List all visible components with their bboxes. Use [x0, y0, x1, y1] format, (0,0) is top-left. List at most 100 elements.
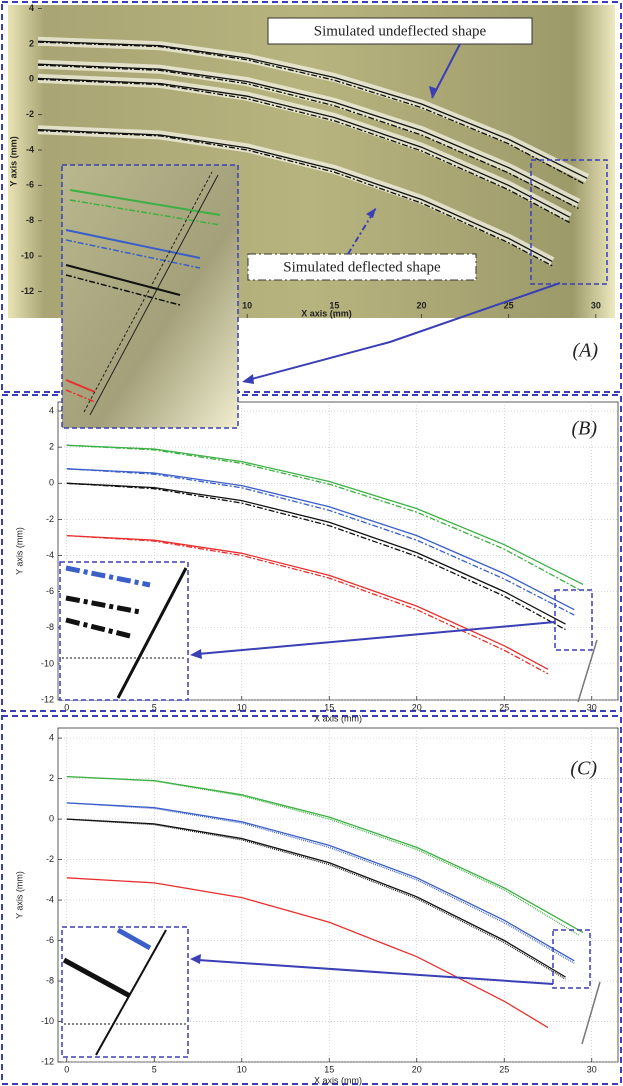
series-line — [66, 802, 575, 962]
x-tick-label: 30 — [587, 1064, 597, 1074]
y-tick-label: -10 — [41, 658, 54, 668]
panel-frame — [1, 715, 622, 1085]
inset-edge — [95, 929, 167, 1056]
y-tick-label: 0 — [49, 478, 54, 488]
inset-edge — [89, 174, 219, 416]
y-tick-label: 2 — [29, 38, 34, 48]
x-tick-label: 15 — [324, 702, 334, 712]
y-tick-label: -10 — [41, 1016, 54, 1026]
inset-trace — [65, 389, 96, 403]
panel-frame — [1, 394, 622, 712]
y-tick-label: 0 — [49, 813, 54, 823]
zoom-box — [552, 929, 591, 989]
y-tick-label: 4 — [49, 405, 54, 415]
series-line — [66, 444, 584, 585]
y-tick-label: -2 — [46, 854, 54, 864]
y-tick-label: -4 — [26, 144, 34, 154]
series-line — [37, 40, 588, 179]
y-tick-label: 2 — [49, 442, 54, 452]
inset-trace — [69, 189, 221, 216]
x-tick-label: 25 — [499, 702, 509, 712]
x-tick-label: 30 — [587, 702, 597, 712]
y-tick-label: 0 — [29, 74, 34, 84]
y-tick-label: -4 — [46, 894, 54, 904]
series-line — [66, 818, 566, 978]
inset-edge — [116, 567, 188, 699]
arrow-head — [190, 649, 202, 659]
annotation-box — [247, 253, 477, 281]
y-tick-label: -2 — [26, 109, 34, 119]
annotation: Simulated deflected shape — [283, 259, 441, 275]
x-axis-label: X axis (mm) — [314, 1075, 362, 1085]
inset-trace — [65, 274, 181, 306]
annotation-box — [267, 17, 533, 45]
x-tick-label: 30 — [591, 300, 601, 310]
y-tick-label: 4 — [29, 3, 34, 13]
inset-trace — [65, 595, 141, 615]
y-tick-label: -6 — [46, 935, 54, 945]
inset-trace — [116, 927, 152, 951]
y-axis-label: Y axis (mm) — [8, 136, 18, 186]
series-line — [66, 775, 584, 933]
inset-trace — [65, 264, 181, 296]
y-axis-label: Y axis (mm) — [14, 527, 24, 575]
x-tick-label: 20 — [412, 1064, 422, 1074]
y-tick-label: -6 — [46, 586, 54, 596]
x-tick-label: 15 — [324, 1064, 334, 1074]
zoom-box — [530, 159, 608, 285]
x-tick-label: 25 — [504, 300, 514, 310]
arrow-head — [366, 208, 376, 218]
series-line — [66, 468, 575, 611]
y-tick-label: -10 — [21, 250, 34, 260]
y-tick-label: -8 — [46, 975, 54, 985]
series-line — [37, 63, 579, 204]
series-line — [37, 64, 579, 209]
arrow-head — [242, 374, 254, 384]
y-tick-label: -4 — [46, 550, 54, 560]
series-line — [37, 129, 553, 267]
inset-trace — [65, 229, 201, 259]
y-tick-label: -12 — [41, 1056, 54, 1066]
arrow-head — [190, 954, 201, 964]
y-tick-label: -8 — [26, 215, 34, 225]
x-axis-label: X axis (mm) — [314, 713, 362, 723]
series-line — [66, 534, 549, 675]
x-tick-label: 5 — [152, 702, 157, 712]
series-line — [66, 775, 580, 937]
series-line — [66, 534, 549, 670]
series-line — [37, 78, 571, 224]
zoom-arrow — [247, 282, 561, 381]
panel-label: (A) — [572, 340, 598, 362]
y-axis-label: Y axis (mm) — [14, 871, 24, 919]
inset-trace — [65, 565, 151, 588]
x-tick-label: 0 — [64, 702, 69, 712]
inset-trace — [69, 199, 221, 226]
annotation: Simulated undeflected shape — [314, 23, 487, 39]
y-tick-label: -8 — [46, 622, 54, 632]
series-line — [66, 877, 549, 1029]
inset-trace — [62, 957, 132, 999]
inset-trace — [65, 379, 96, 393]
clamp-edge — [577, 639, 598, 703]
arrow-head — [429, 86, 438, 98]
series-line — [66, 482, 566, 631]
zoom-arrow — [197, 621, 556, 655]
inset-trace — [65, 617, 131, 639]
x-tick-label: 5 — [152, 1064, 157, 1074]
panel-label: (B) — [571, 418, 597, 440]
series-line — [66, 468, 575, 616]
series-line — [37, 129, 553, 262]
x-tick-label: 10 — [242, 300, 252, 310]
clamp-edge — [581, 981, 601, 1045]
y-tick-label: -2 — [46, 514, 54, 524]
x-tick-label: 15 — [329, 300, 339, 310]
y-tick-label: 4 — [49, 732, 54, 742]
x-axis-label: X axis (mm) — [301, 308, 352, 318]
inset-trace — [65, 239, 201, 269]
x-tick-label: 20 — [416, 300, 426, 310]
series-line — [66, 482, 566, 625]
x-tick-label: 10 — [237, 1064, 247, 1074]
series-line — [37, 41, 584, 185]
y-tick-label: -12 — [21, 286, 34, 296]
